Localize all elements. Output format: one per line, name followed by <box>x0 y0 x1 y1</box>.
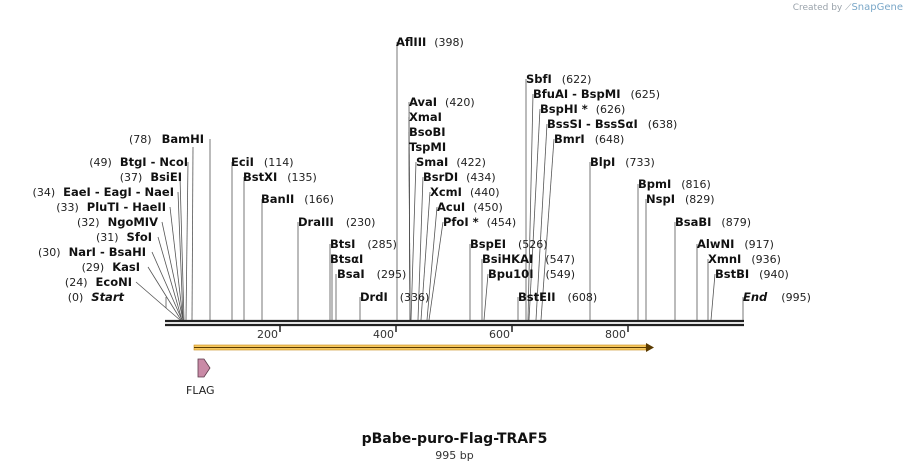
tick-label-200: 200 <box>257 328 278 341</box>
site-pluti-haeii[interactable]: (33) PluTI - HaeII <box>56 200 166 214</box>
site-blpi[interactable]: BlpI (733) <box>590 155 655 169</box>
site-bstxi[interactable]: BstXI (135) <box>243 170 317 184</box>
site-bsphi[interactable]: BspHI * (626) <box>540 102 625 116</box>
site-bsabi[interactable]: BsaBI (879) <box>675 215 751 229</box>
site-btgi-ncoi[interactable]: (49) BtgI - NcoI <box>89 155 188 169</box>
site-bsihkai[interactable]: BsiHKAI (547) <box>482 252 575 266</box>
snapgene-logo-icon: ⟋ <box>845 3 852 13</box>
site-nari-bsahi[interactable]: (30) NarI - BsaHI <box>38 245 146 259</box>
site-smai[interactable]: SmaI (422) <box>416 155 486 169</box>
flag-feature-arrow[interactable] <box>197 358 211 378</box>
flag-feature-label: FLAG <box>186 384 215 397</box>
site-alwni[interactable]: AlwNI (917) <box>697 237 774 251</box>
tick-label-800: 800 <box>605 328 626 341</box>
site-xmni[interactable]: XmnI (936) <box>708 252 781 266</box>
site-sbfi[interactable]: SbfI (622) <box>526 72 591 86</box>
site-tspmi[interactable]: TspMI <box>409 140 446 154</box>
flag-feature[interactable]: FLAG <box>186 358 215 397</box>
site-bstbi[interactable]: BstBI (940) <box>715 267 789 281</box>
site-banii[interactable]: BanII (166) <box>261 192 334 206</box>
tick-label-400: 400 <box>373 328 394 341</box>
site-bsobi[interactable]: BsoBI <box>409 125 446 139</box>
site-bpmi[interactable]: BpmI (816) <box>638 177 711 191</box>
orf-arrow[interactable] <box>193 343 654 352</box>
site-eaei-eagi-naei[interactable]: (34) EaeI - EagI - NaeI <box>33 185 174 199</box>
backbone: 200 400 600 800 <box>165 319 744 341</box>
site-end[interactable]: End (995) <box>743 290 811 304</box>
site-draiii[interactable]: DraIII (230) <box>298 215 375 229</box>
site-bspei[interactable]: BspEI (526) <box>470 237 548 251</box>
site-start[interactable]: (0) Start <box>68 290 125 304</box>
snapgene-branding: Created by ⟋SnapGene <box>793 2 903 13</box>
site-kasi[interactable]: (29) KasI <box>82 260 140 274</box>
site-pfoi[interactable]: PfoI * (454) <box>443 215 516 229</box>
site-nspi[interactable]: NspI (829) <box>646 192 715 206</box>
site-bmri[interactable]: BmrI (648) <box>554 132 624 146</box>
site-ngomiv[interactable]: (32) NgoMIV <box>77 215 158 229</box>
site-sfoi[interactable]: (31) SfoI <box>96 230 152 244</box>
site-xmai[interactable]: XmaI <box>409 110 442 124</box>
site-connectors <box>135 42 744 321</box>
site-xcmi[interactable]: XcmI (440) <box>430 185 500 199</box>
site-bamhi[interactable]: (78) BamHI <box>129 132 204 146</box>
site-econi[interactable]: (24) EcoNI <box>65 275 132 289</box>
site-btsi[interactable]: BtsI (285) <box>330 237 397 251</box>
tick-label-600: 600 <box>489 328 510 341</box>
site-bfuai-bspmi[interactable]: BfuAI - BspMI (625) <box>533 87 660 101</box>
site-btsai[interactable]: BtsαI <box>330 252 363 266</box>
site-bpu10i[interactable]: Bpu10I (549) <box>488 267 575 281</box>
site-ecii[interactable]: EciI (114) <box>231 155 294 169</box>
site-bsrdi[interactable]: BsrDI (434) <box>423 170 496 184</box>
site-drdi[interactable]: DrdI (336) <box>360 290 429 304</box>
site-bsai[interactable]: BsaI (295) <box>337 267 406 281</box>
site-bsssi-bsssai[interactable]: BssSI - BssSαI (638) <box>547 117 677 131</box>
map-title: pBabe-puro-Flag-TRAF5 <box>361 431 548 447</box>
site-afliii[interactable]: AflIII (398) <box>396 35 464 49</box>
site-avai[interactable]: AvaI (420) <box>409 95 475 109</box>
site-acui[interactable]: AcuI (450) <box>437 200 503 214</box>
site-bsteii[interactable]: BstEII (608) <box>518 290 597 304</box>
map-length: 995 bp <box>435 449 474 462</box>
site-bsiei[interactable]: (37) BsiEI <box>120 170 182 184</box>
created-by-text: Created by <box>792 3 843 13</box>
snapgene-app-name: SnapGene <box>851 2 903 13</box>
